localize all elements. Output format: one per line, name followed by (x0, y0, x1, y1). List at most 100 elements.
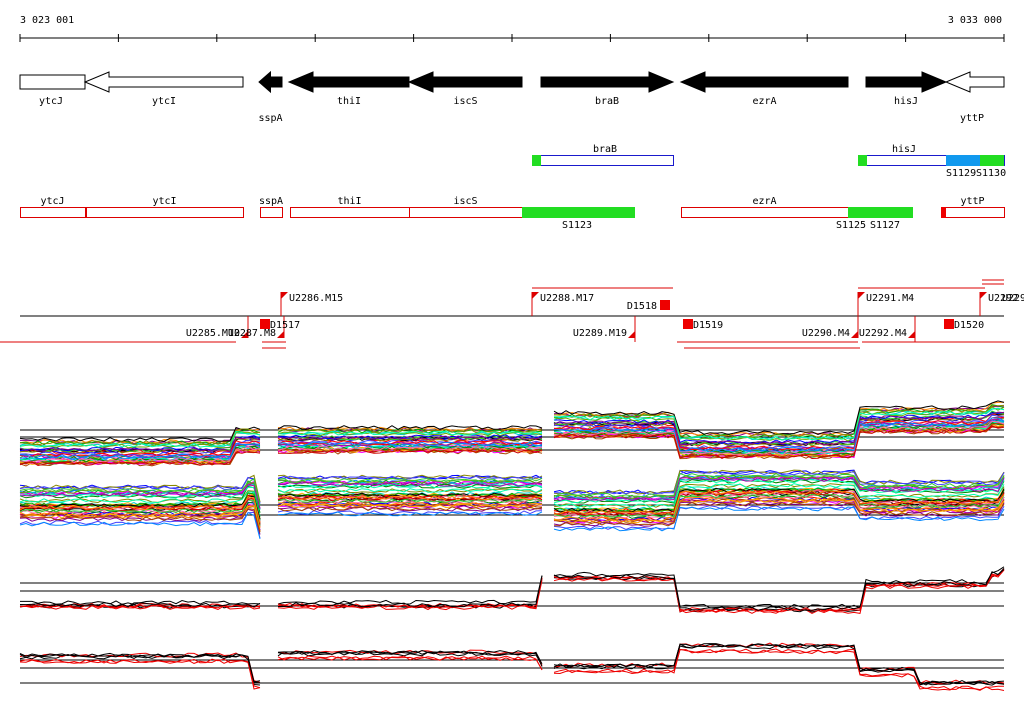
segment-label: braB (593, 144, 617, 155)
segment-green (858, 155, 867, 166)
segment-label: iscS (453, 196, 477, 207)
feature-box (660, 300, 670, 310)
segment-track-bottom: ytcJ ytcI sspA thiI iscS ezrA yttP S1123 S1125 S1… (20, 196, 1005, 231)
expression-track-3 (19, 566, 1005, 614)
track-series-line (19, 404, 1005, 446)
gene-arrow-ezrA (679, 71, 849, 93)
coord-end-label: 3 033 000 (948, 15, 1002, 26)
segment-label: ytcI (152, 196, 176, 207)
feature-label: U2285.M10 (186, 328, 240, 339)
feature-label: U2291.M4 (866, 293, 914, 304)
feature-label: U2289.M19 (573, 328, 627, 339)
track-series-line (20, 566, 1005, 609)
gene-arrow-ytcJ (19, 74, 86, 90)
gene-label: yttP (960, 113, 984, 124)
feature-label: U2288.M17 (540, 293, 594, 304)
feature-label: U2290.M4 (802, 328, 850, 339)
gene-label: sspA (258, 113, 282, 124)
segment-box (260, 207, 283, 218)
track-series-line (19, 644, 1005, 686)
feature-label: U2286.M15 (289, 293, 343, 304)
segment-label: yttP (960, 196, 984, 207)
feature-box-label: D1519 (693, 320, 723, 331)
segment-label: sspA (259, 196, 283, 207)
track-series-line (19, 649, 1005, 691)
track-series-line (19, 496, 1005, 529)
track-series-line (19, 643, 1005, 686)
segment-id: S1125 (836, 220, 866, 231)
track-series-line (19, 569, 1005, 612)
gene-arrow-ytcI (83, 71, 244, 93)
segment-box (409, 207, 523, 218)
segment-label: hisJ (892, 144, 916, 155)
gene-label: ytcJ (39, 96, 63, 107)
feature-box-label: D1518 (627, 301, 657, 312)
feature-label: U2293 (1002, 293, 1024, 304)
expression-tracks (19, 400, 1005, 691)
feature-box (260, 319, 270, 329)
expression-track-4 (19, 642, 1005, 691)
segment-label: ytcJ (40, 196, 64, 207)
gene-label: iscS (453, 96, 477, 107)
feature-flag (858, 292, 865, 299)
gene-arrow-hisJ (865, 71, 948, 93)
feature-flag (241, 331, 248, 338)
segment-label: thiI (337, 196, 361, 207)
feature-box (944, 319, 954, 329)
feature-flag (277, 331, 284, 338)
gene-arrow-sspA (258, 70, 283, 94)
track-series-line (19, 505, 1005, 539)
gene-arrow-iscS (407, 71, 523, 93)
ruler-axis (19, 34, 1005, 42)
track-series-line (19, 643, 1005, 685)
gene-label: hisJ (894, 96, 918, 107)
segment-box (681, 207, 849, 218)
segment-red-mark (941, 207, 946, 218)
feature-flag (851, 331, 858, 338)
track-series-line (19, 472, 1005, 506)
expression-track-2 (19, 469, 1005, 540)
track-series-line (19, 569, 1005, 614)
segment-id: S1123 (562, 220, 592, 231)
track-series-line (19, 642, 1005, 685)
feature-flag (532, 292, 539, 299)
segment-label: ezrA (752, 196, 776, 207)
feature-label: U2292 (988, 293, 1018, 304)
segment-blue (946, 155, 980, 166)
segment-box (290, 207, 410, 218)
segment-green (848, 207, 913, 218)
segment-box (941, 207, 1005, 218)
track-series-line (19, 477, 1005, 509)
track-series-line (19, 411, 1005, 453)
gene-arrow-braB (540, 71, 675, 93)
feature-flag (908, 331, 915, 338)
coord-start-label: 3 023 001 (20, 15, 74, 26)
track-series-line (19, 483, 1005, 517)
feature-label: U2292.M4 (859, 328, 907, 339)
segment-box (532, 155, 674, 166)
feature-flag (980, 292, 987, 299)
segment-track-top: braB hisJ S1129 S1130 (532, 144, 1006, 179)
track-series-line (19, 490, 1005, 523)
gene-label: ytcI (152, 96, 176, 107)
expression-track-1 (19, 400, 1005, 467)
feature-flag (628, 331, 635, 338)
track-series-line (19, 408, 1005, 448)
feature-label: U2287.M8 (228, 328, 276, 339)
gene-label: ezrA (752, 96, 776, 107)
segment-id: S1127 (870, 220, 900, 231)
gene-arrow-yttP (944, 71, 1005, 93)
segment-green (980, 155, 1004, 166)
segment-id: S1130 (976, 168, 1006, 179)
segment-box (86, 207, 244, 218)
track-series-line (19, 417, 1005, 459)
track-series-line (19, 506, 1005, 540)
segment-green (522, 207, 635, 218)
feature-flag (281, 292, 288, 299)
gene-label: thiI (337, 96, 361, 107)
track-series-line (19, 420, 1005, 463)
feature-box (683, 319, 693, 329)
track-series-line (19, 501, 1005, 535)
segment-id: S1129 (946, 168, 976, 179)
